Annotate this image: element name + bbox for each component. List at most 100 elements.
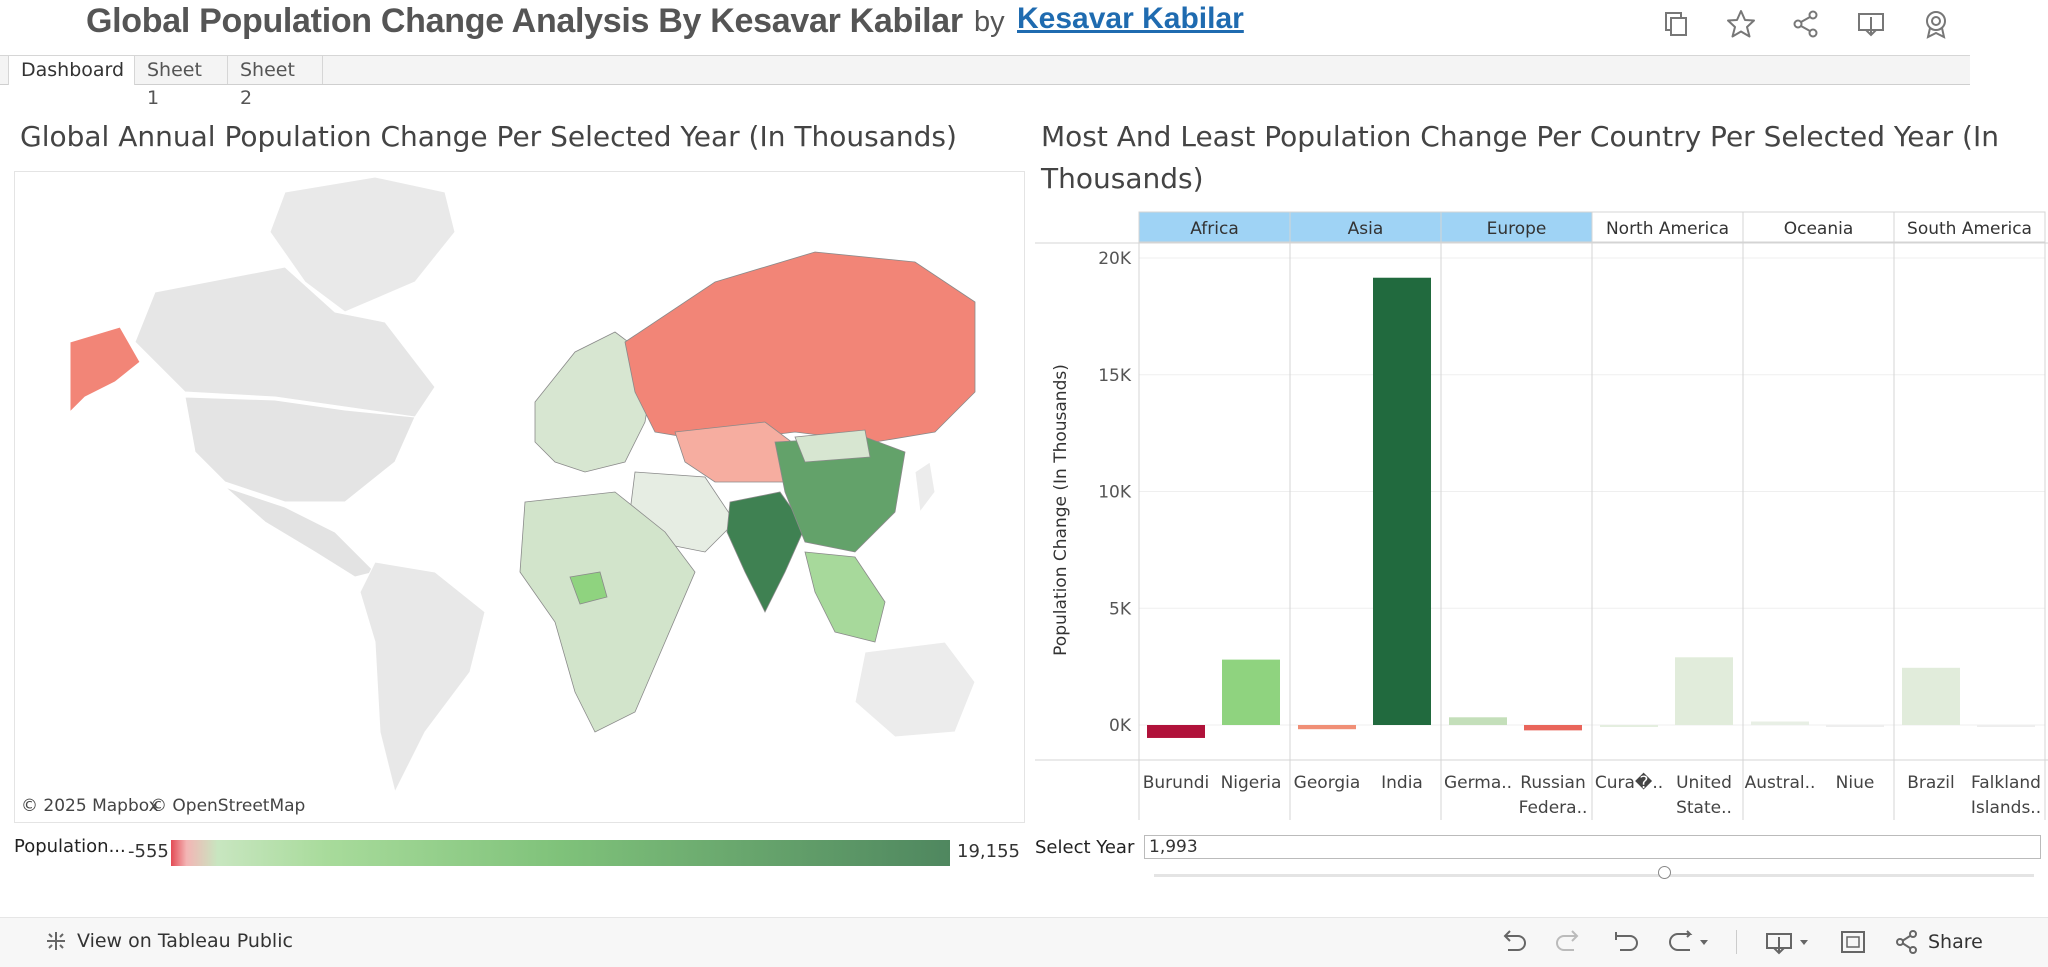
population-change-bar-chart[interactable]: 0K 5K 10K 15K 20K Population Change (In Thous… (1035, 210, 2048, 820)
mapbox-credit[interactable]: © 2025 Mapbox (21, 796, 159, 816)
tab-sheet-1[interactable]: Sheet 1 (135, 56, 228, 109)
nigeria-region (569, 571, 608, 605)
x-category-label: Nigeria (1221, 773, 1282, 793)
bar[interactable] (1902, 667, 1960, 725)
fullscreen-icon[interactable] (1838, 928, 1868, 956)
continent-header-label: North America (1606, 219, 1729, 239)
continent-header-cell[interactable] (1591, 211, 1744, 243)
author-link[interactable]: Kesavar Kabilar (1017, 2, 1244, 35)
y-tick-label: 15K (1098, 366, 1132, 386)
share-label: Share (1928, 931, 1983, 953)
x-category-label: Brazil (1907, 773, 1954, 793)
usa-region (184, 396, 416, 503)
map-legend-min: -555 (128, 841, 169, 862)
view-on-tableau-label: View on Tableau Public (77, 930, 293, 952)
india-region (726, 491, 806, 613)
continent-header-label: Oceania (1784, 219, 1854, 239)
bar[interactable] (1826, 725, 1884, 727)
dashboard-header: Global Population Change Analysis By Kes… (0, 0, 2048, 56)
x-category-label: Germa.. (1444, 773, 1512, 793)
south-america-region (359, 561, 486, 794)
bar-panel-title-line2: Thousands) (1041, 162, 1204, 195)
continent-header-cell[interactable] (1138, 211, 1291, 243)
y-axis-label: Population Change (In Thousands) (1051, 364, 1071, 656)
undo-icon[interactable] (1498, 928, 1528, 956)
map-panel-title: Global Annual Population Change Per Sele… (20, 120, 957, 153)
tab-sheet-2[interactable]: Sheet 2 (228, 56, 323, 109)
map-legend-label: Population... (14, 836, 126, 857)
map-color-legend (171, 840, 950, 866)
x-category-label: United State.. (1676, 773, 1732, 818)
world-map[interactable]: © 2025 Mapbox © OpenStreetMap (14, 171, 1025, 823)
bar[interactable] (1751, 721, 1809, 725)
x-category-label: India (1381, 773, 1423, 793)
select-year-label: Select Year (1035, 837, 1135, 858)
russia-region (624, 251, 976, 443)
africa-region (519, 491, 696, 733)
bar[interactable] (1222, 659, 1280, 725)
continent-header-label: South America (1907, 219, 2032, 239)
favorite-star-icon[interactable] (1725, 8, 1757, 40)
bar[interactable] (1147, 725, 1205, 738)
alaska-region (69, 326, 141, 414)
sheet-tab-bar: Dashboard Sheet 1 Sheet 2 (0, 55, 1970, 109)
map-legend-max: 19,155 (957, 841, 1020, 862)
dashboard-title: Global Population Change Analysis By Kes… (86, 2, 963, 40)
bar[interactable] (1675, 657, 1733, 725)
x-category-label: Cura�.. (1595, 772, 1663, 793)
australia-region (854, 641, 976, 738)
europe-region (534, 331, 656, 473)
continent-header-label: Europe (1487, 219, 1547, 239)
x-category-label: Falkland Islands.. (1971, 773, 2041, 818)
badge-icon[interactable] (1920, 8, 1952, 40)
share-network-icon[interactable] (1790, 8, 1822, 40)
y-tick-label: 10K (1098, 483, 1132, 503)
footer-toolbar: Share (1498, 928, 1983, 956)
bar[interactable] (1449, 717, 1507, 725)
y-tick-label: 20K (1098, 249, 1132, 269)
southeast-asia-region (804, 551, 886, 643)
continent-header-cell[interactable] (1289, 211, 1442, 243)
mongolia-region (794, 429, 871, 463)
title-by: by (974, 6, 1005, 38)
x-category-label: Austral.. (1745, 773, 1816, 793)
bar[interactable] (1600, 725, 1658, 727)
continent-header-cell[interactable] (1440, 211, 1593, 243)
bar-panel-title-line1: Most And Least Population Change Per Cou… (1041, 120, 1999, 153)
y-tick-label: 5K (1109, 599, 1132, 619)
year-slider-handle[interactable] (1658, 866, 1672, 879)
bar[interactable] (1373, 277, 1431, 725)
world-map-canvas: © 2025 Mapbox © OpenStreetMap (21, 176, 976, 816)
tab-dashboard[interactable]: Dashboard (8, 56, 135, 85)
header-toolbar (1660, 8, 1952, 40)
japan-region (914, 461, 936, 514)
share-icon (1896, 930, 1917, 954)
download-dropdown-icon[interactable] (1764, 928, 1812, 956)
china-region (774, 436, 906, 553)
refresh-dropdown-icon[interactable] (1666, 928, 1710, 956)
tableau-logo-icon (47, 932, 65, 950)
mexico-region (224, 486, 376, 578)
view-on-tableau-link[interactable]: View on Tableau Public (45, 930, 293, 952)
redo-icon[interactable] (1554, 928, 1584, 956)
copy-icon[interactable] (1660, 8, 1692, 40)
bar[interactable] (1977, 725, 2035, 727)
download-icon[interactable] (1855, 8, 1887, 40)
bar[interactable] (1524, 725, 1582, 731)
x-category-label: Russian Federa.. (1519, 773, 1588, 818)
bar[interactable] (1298, 725, 1356, 730)
share-button[interactable]: Share (1894, 929, 1983, 955)
x-category-label: Niue (1836, 773, 1875, 793)
openstreetmap-credit[interactable]: © OpenStreetMap (150, 796, 305, 816)
year-slider-track[interactable] (1154, 874, 2034, 877)
tableau-footer: View on Tableau Public Share (0, 917, 2048, 967)
x-category-label: Burundi (1143, 773, 1210, 793)
continent-header-cell[interactable] (1742, 211, 1895, 243)
footer-divider (1736, 930, 1737, 954)
x-category-label: Georgia (1294, 773, 1361, 793)
greenland-region (269, 176, 456, 313)
continent-header-label: Asia (1348, 219, 1384, 239)
select-year-input[interactable]: 1,993 (1144, 835, 2041, 859)
revert-icon[interactable] (1610, 928, 1640, 956)
continent-header-label: Africa (1190, 219, 1239, 239)
